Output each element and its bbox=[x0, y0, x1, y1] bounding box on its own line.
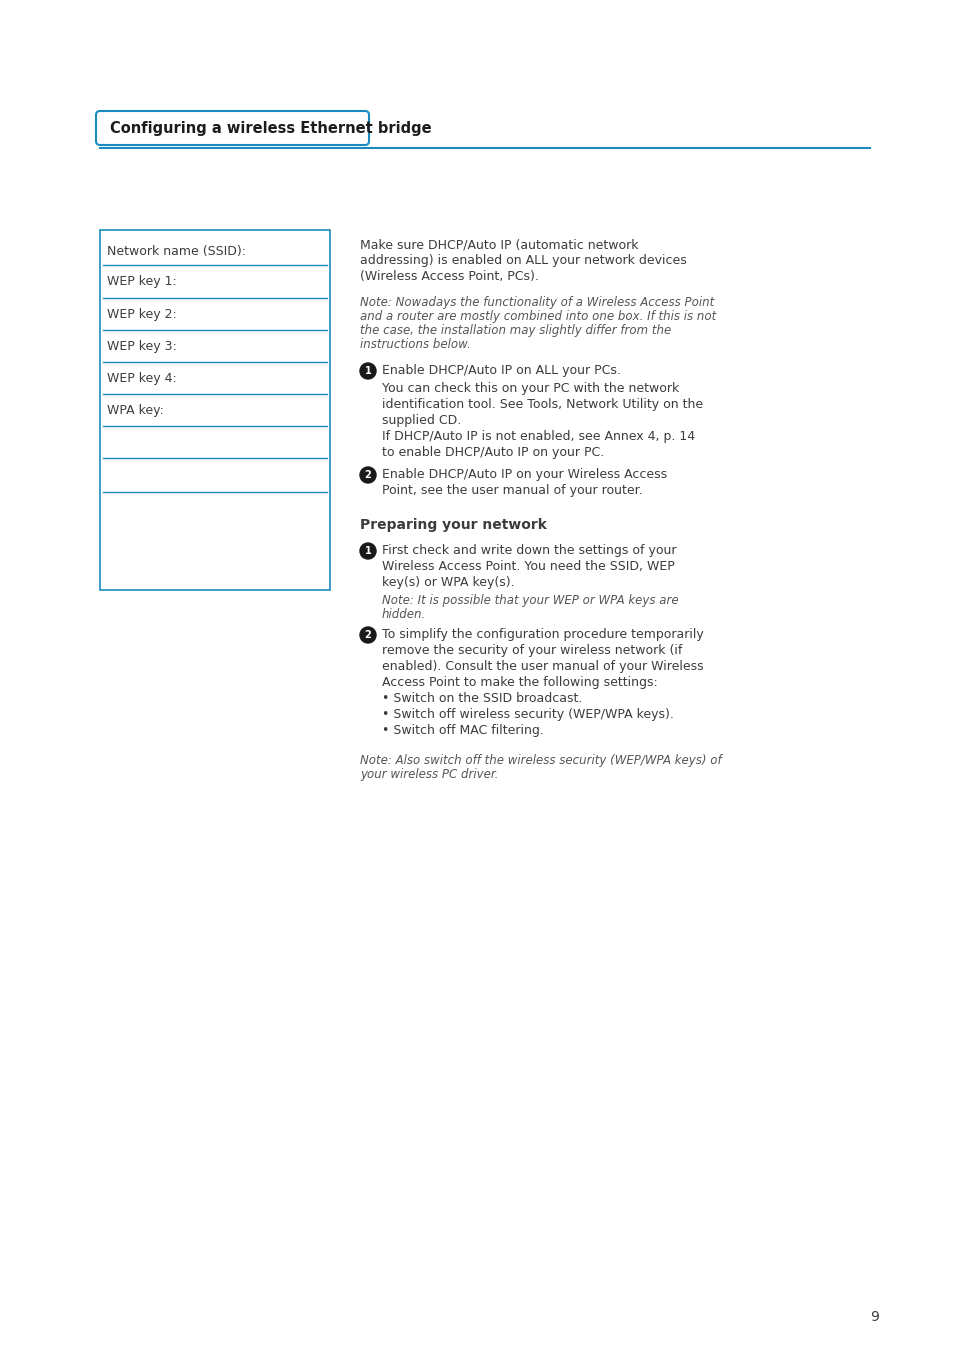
FancyBboxPatch shape bbox=[96, 111, 369, 145]
Text: enabled). Consult the user manual of your Wireless: enabled). Consult the user manual of you… bbox=[381, 661, 703, 673]
Text: 9: 9 bbox=[869, 1310, 878, 1324]
Text: • Switch on the SSID broadcast.: • Switch on the SSID broadcast. bbox=[381, 692, 581, 705]
Text: hidden.: hidden. bbox=[381, 608, 426, 621]
Text: Network name (SSID):: Network name (SSID): bbox=[107, 245, 246, 258]
Text: WPA key:: WPA key: bbox=[107, 404, 164, 417]
Text: key(s) or WPA key(s).: key(s) or WPA key(s). bbox=[381, 576, 514, 589]
Text: instructions below.: instructions below. bbox=[359, 338, 470, 351]
Text: remove the security of your wireless network (if: remove the security of your wireless net… bbox=[381, 644, 681, 657]
Text: Point, see the user manual of your router.: Point, see the user manual of your route… bbox=[381, 484, 642, 497]
Text: To simplify the configuration procedure temporarily: To simplify the configuration procedure … bbox=[381, 628, 703, 640]
Text: Enable DHCP/Auto IP on your Wireless Access: Enable DHCP/Auto IP on your Wireless Acc… bbox=[381, 467, 666, 481]
Circle shape bbox=[359, 627, 375, 643]
Text: Configuring a wireless Ethernet bridge: Configuring a wireless Ethernet bridge bbox=[110, 120, 431, 135]
Text: Wireless Access Point. You need the SSID, WEP: Wireless Access Point. You need the SSID… bbox=[381, 561, 674, 573]
Text: • Switch off MAC filtering.: • Switch off MAC filtering. bbox=[381, 724, 543, 738]
Text: WEP key 3:: WEP key 3: bbox=[107, 340, 176, 353]
Text: 2: 2 bbox=[364, 470, 371, 480]
Text: the case, the installation may slightly differ from the: the case, the installation may slightly … bbox=[359, 324, 671, 336]
Text: Preparing your network: Preparing your network bbox=[359, 517, 546, 532]
Text: Access Point to make the following settings:: Access Point to make the following setti… bbox=[381, 676, 657, 689]
Text: 1: 1 bbox=[364, 366, 371, 376]
Text: 1: 1 bbox=[364, 546, 371, 557]
Text: identification tool. See Tools, Network Utility on the: identification tool. See Tools, Network … bbox=[381, 399, 702, 411]
Text: to enable DHCP/Auto IP on your PC.: to enable DHCP/Auto IP on your PC. bbox=[381, 446, 603, 459]
Text: Note: It is possible that your WEP or WPA keys are: Note: It is possible that your WEP or WP… bbox=[381, 594, 678, 607]
Text: supplied CD.: supplied CD. bbox=[381, 413, 460, 427]
Text: and a router are mostly combined into one box. If this is not: and a router are mostly combined into on… bbox=[359, 309, 716, 323]
Circle shape bbox=[359, 363, 375, 380]
Text: addressing) is enabled on ALL your network devices: addressing) is enabled on ALL your netwo… bbox=[359, 254, 686, 267]
Text: (Wireless Access Point, PCs).: (Wireless Access Point, PCs). bbox=[359, 270, 538, 282]
Text: 2: 2 bbox=[364, 630, 371, 640]
Circle shape bbox=[359, 543, 375, 559]
Text: If DHCP/Auto IP is not enabled, see Annex 4, p. 14: If DHCP/Auto IP is not enabled, see Anne… bbox=[381, 430, 695, 443]
Bar bbox=[100, 230, 330, 590]
Text: • Switch off wireless security (WEP/WPA keys).: • Switch off wireless security (WEP/WPA … bbox=[381, 708, 673, 721]
Text: your wireless PC driver.: your wireless PC driver. bbox=[359, 767, 497, 781]
Text: Enable DHCP/Auto IP on ALL your PCs.: Enable DHCP/Auto IP on ALL your PCs. bbox=[381, 363, 620, 377]
Text: WEP key 2:: WEP key 2: bbox=[107, 308, 176, 322]
Text: First check and write down the settings of your: First check and write down the settings … bbox=[381, 544, 676, 557]
Text: Note: Also switch off the wireless security (WEP/WPA keys) of: Note: Also switch off the wireless secur… bbox=[359, 754, 720, 767]
Text: Make sure DHCP/Auto IP (automatic network: Make sure DHCP/Auto IP (automatic networ… bbox=[359, 238, 638, 251]
Circle shape bbox=[359, 467, 375, 484]
Text: Note: Nowadays the functionality of a Wireless Access Point: Note: Nowadays the functionality of a Wi… bbox=[359, 296, 714, 309]
Text: WEP key 1:: WEP key 1: bbox=[107, 276, 176, 288]
Text: You can check this on your PC with the network: You can check this on your PC with the n… bbox=[381, 382, 679, 394]
Text: WEP key 4:: WEP key 4: bbox=[107, 372, 176, 385]
